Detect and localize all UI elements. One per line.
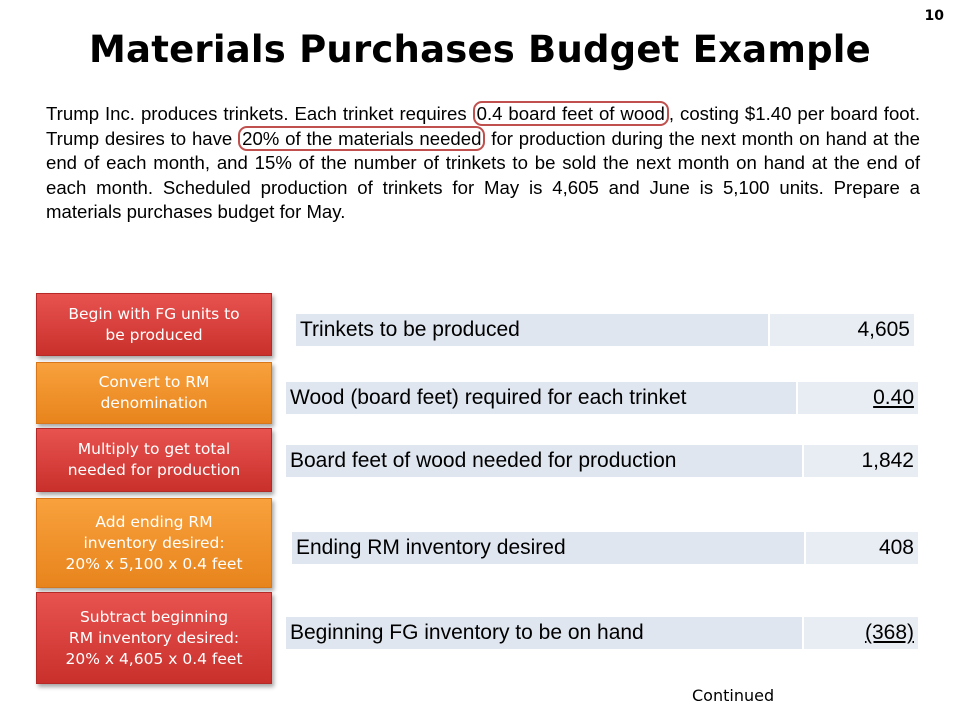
step-line: 20% x 5,100 x 0.4 feet bbox=[65, 554, 243, 573]
row-trinkets-produced: Trinkets to be produced 4,605 bbox=[296, 314, 914, 346]
step-line: Begin with FG units to bbox=[68, 304, 240, 323]
step-begin-fg-units: Begin with FG units to be produced bbox=[36, 293, 272, 356]
row-beginning-inventory: Beginning FG inventory to be on hand (36… bbox=[286, 617, 918, 649]
row-wood-per-trinket: Wood (board feet) required for each trin… bbox=[286, 382, 918, 414]
row-value: 1,842 bbox=[802, 445, 918, 477]
page-number: 10 bbox=[924, 8, 944, 24]
step-line: be produced bbox=[105, 325, 203, 344]
step-line: 20% x 4,605 x 0.4 feet bbox=[65, 649, 243, 668]
step-line: Convert to RM bbox=[98, 373, 210, 391]
row-value-text: (368) bbox=[864, 621, 914, 644]
row-label: Ending RM inventory desired bbox=[296, 536, 566, 559]
row-value: 408 bbox=[804, 532, 918, 564]
step-multiply-total: Multiply to get total needed for producti… bbox=[36, 428, 272, 492]
step-subtract-beginning-rm: Subtract beginning RM inventory desired: 2… bbox=[36, 592, 272, 684]
row-value-text: 0.40 bbox=[873, 386, 914, 409]
continued-label: Continued bbox=[692, 686, 775, 705]
step-line: needed for production bbox=[67, 461, 241, 479]
row-label: Wood (board feet) required for each trin… bbox=[290, 386, 687, 409]
row-label: Trinkets to be produced bbox=[300, 318, 520, 341]
highlight-materials-percent: 20% of the materials needed bbox=[238, 125, 486, 151]
slide-title: Materials Purchases Budget Example bbox=[89, 28, 871, 71]
paragraph-text-1: Trump Inc. produces trinkets. Each trink… bbox=[46, 103, 473, 124]
row-value: 0.40 bbox=[796, 382, 918, 414]
step-line: denomination bbox=[100, 394, 208, 412]
row-label: Beginning FG inventory to be on hand bbox=[290, 621, 644, 644]
step-convert-rm: Convert to RM denomination bbox=[36, 362, 272, 424]
row-ending-rm-inventory: Ending RM inventory desired 408 bbox=[292, 532, 918, 564]
row-label: Board feet of wood needed for production bbox=[290, 449, 677, 472]
step-line: Multiply to get total bbox=[77, 440, 231, 458]
step-line: Subtract beginning bbox=[79, 607, 229, 626]
paragraph-text-2: , costing $1.40 per board foot. Trump de… bbox=[46, 103, 920, 149]
step-add-ending-rm: Add ending RM inventory desired: 20% x 5,1… bbox=[36, 498, 272, 588]
problem-paragraph: Trump Inc. produces trinkets. Each trink… bbox=[46, 101, 920, 225]
step-line: inventory desired: bbox=[83, 533, 225, 552]
row-value: (368) bbox=[802, 617, 918, 649]
paragraph-text-3: for production during the next month on … bbox=[46, 127, 920, 223]
step-line: Add ending RM bbox=[95, 512, 213, 531]
row-value: 4,605 bbox=[768, 314, 914, 346]
step-line: RM inventory desired: bbox=[68, 628, 240, 647]
highlight-wood-per-unit: 0.4 board feet of wood bbox=[472, 101, 669, 126]
row-board-feet-needed: Board feet of wood needed for production… bbox=[286, 445, 918, 477]
